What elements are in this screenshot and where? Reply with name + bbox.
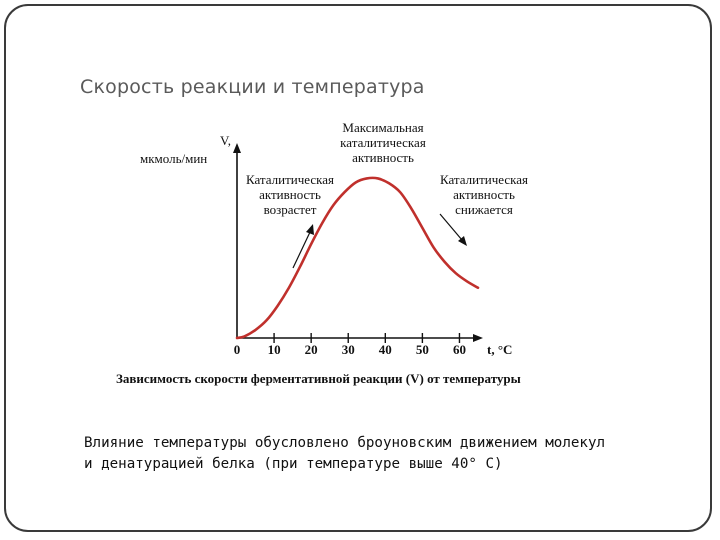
x-tick-label: 50: [416, 342, 429, 357]
annotation-rise-line-2: активность: [259, 187, 321, 202]
annotation-fall-line-1: Каталитическая: [440, 172, 528, 187]
arrow-fall-head: [458, 236, 467, 246]
y-axis-label-line-2: мкмоль/мин: [140, 151, 207, 166]
x-tick-label: 30: [342, 342, 355, 357]
x-axis-arrow: [473, 334, 483, 342]
annotation-rise-line-1: Каталитическая: [246, 172, 334, 187]
x-tick-label: 40: [379, 342, 392, 357]
arrow-rise: [292, 229, 312, 269]
x-tick-label: 60: [453, 342, 466, 357]
x-ticks: 0 10 20 30 40 50 60: [234, 333, 466, 357]
annotation-rise-line-3: возрастет: [264, 202, 317, 217]
x-tick-label: 10: [268, 342, 281, 357]
series-line: [235, 176, 480, 340]
annotation-max-line-1: Максимальная: [342, 120, 423, 135]
x-axis-label: t, °С: [487, 342, 512, 357]
annotation-max-line-3: активность: [352, 150, 414, 165]
chart-axes: [233, 143, 483, 342]
x-tick-label: 0: [234, 342, 241, 357]
x-tick-label: 20: [305, 342, 318, 357]
y-axis-arrow: [233, 143, 241, 153]
slide-title: Скорость реакции и температура: [80, 76, 425, 98]
annotation-max-line-2: каталитическая: [340, 135, 426, 150]
body-line-1: Влияние температуры обусловлено броуновс…: [84, 435, 606, 451]
annotation-rise: Каталитическая активность возрастет: [246, 172, 334, 269]
body-line-2: и денатурацией белка (при температуре вы…: [84, 456, 503, 472]
annotation-fall: Каталитическая активность снижается: [439, 172, 528, 246]
annotation-max: Максимальная каталитическая активность: [340, 120, 426, 165]
y-axis-label-line-1: V,: [220, 133, 231, 148]
arrow-fall: [439, 213, 463, 241]
annotation-fall-line-2: активность: [453, 187, 515, 202]
annotation-fall-line-3: снижается: [455, 202, 513, 217]
arrow-rise-head: [306, 224, 314, 235]
chart-caption: Зависимость скорости ферментативной реак…: [116, 371, 521, 386]
slide-frame: [4, 4, 712, 532]
body-text: Влияние температуры обусловлено броуновс…: [84, 433, 644, 475]
